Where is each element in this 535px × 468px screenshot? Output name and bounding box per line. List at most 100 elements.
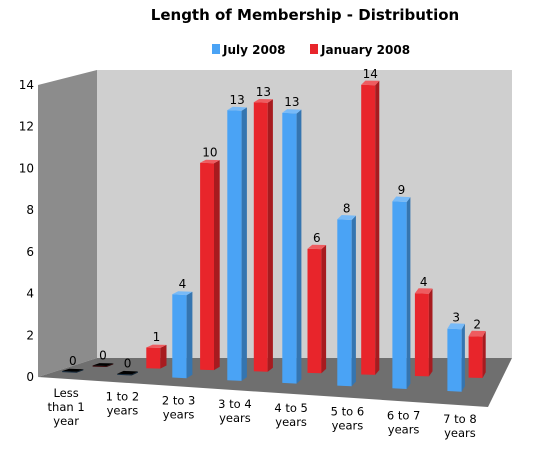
bar-top-face xyxy=(200,159,220,164)
x-axis-ticks: Less than 1 year 1 to 2 years 2 to 3 years 3 to… xyxy=(48,386,477,440)
y-tick-label: 8 xyxy=(26,203,34,217)
y-tick-label: 6 xyxy=(26,245,34,259)
bar-top-face xyxy=(468,330,486,337)
bar-top-face xyxy=(414,288,433,294)
data-label: 0 xyxy=(99,349,107,363)
data-label: 13 xyxy=(229,93,244,107)
data-label: 4 xyxy=(420,275,428,289)
y-axis-ticks: 0 2 4 6 8 10 12 14 xyxy=(19,78,34,384)
bar-top-face xyxy=(361,80,380,86)
data-label: 0 xyxy=(124,357,132,371)
bar-january-2008 xyxy=(361,80,380,375)
bar-top-face xyxy=(253,99,273,103)
bar-side-face xyxy=(106,363,114,367)
bar-front-face xyxy=(468,336,483,378)
data-label: 14 xyxy=(363,67,378,81)
bar-july-2008 xyxy=(282,109,302,384)
x-tick-label: 4 to 5 years xyxy=(274,401,308,429)
bar-side-face xyxy=(131,371,138,376)
data-label: 0 xyxy=(69,354,77,368)
data-label: 6 xyxy=(313,231,321,245)
bar-top-face xyxy=(282,109,302,114)
x-tick-label: 5 to 6 years xyxy=(331,405,365,433)
y-tick-label: 2 xyxy=(26,328,34,342)
bar-side-face xyxy=(428,288,433,377)
y-tick-label: 4 xyxy=(26,287,34,301)
bar-side-face xyxy=(160,344,167,369)
bar-january-2008 xyxy=(414,288,433,377)
back-wall xyxy=(97,70,512,358)
x-tick-label: 2 to 3 years xyxy=(162,393,196,421)
bar-side-face xyxy=(76,369,84,373)
x-tick-label: 3 to 4 years xyxy=(218,397,252,425)
bar-side-face xyxy=(406,197,411,389)
data-label: 10 xyxy=(202,146,217,160)
y-tick-label: 14 xyxy=(19,78,34,92)
y-tick-label: 12 xyxy=(19,120,34,134)
x-tick-label: 6 to 7 years xyxy=(387,408,421,436)
bar-side-face xyxy=(241,107,247,381)
bar-july-2008 xyxy=(117,370,138,376)
data-label: 13 xyxy=(256,85,271,99)
bar-front-face xyxy=(146,347,161,369)
bar-top-face xyxy=(172,291,193,296)
bar-front-face xyxy=(282,112,297,384)
bar-front-face xyxy=(337,219,352,387)
bar-front-face xyxy=(392,201,407,389)
bar-side-face xyxy=(321,245,327,374)
bar-july-2008 xyxy=(62,368,84,373)
bar-july-2008 xyxy=(447,323,465,392)
bar-top-face xyxy=(307,244,327,250)
bar-top-face xyxy=(337,215,356,220)
bar-front-face xyxy=(62,371,77,373)
bar-january-2008 xyxy=(146,344,167,369)
legend-swatch-series-0 xyxy=(212,44,220,54)
bar-side-face xyxy=(351,215,356,387)
bar-top-face xyxy=(62,368,84,372)
bar-side-face xyxy=(296,109,302,384)
y-tick-label: 10 xyxy=(19,161,34,175)
bar-side-face xyxy=(214,160,220,371)
chart-walls xyxy=(38,70,512,407)
bar-front-face xyxy=(117,373,132,376)
bar-front-face xyxy=(227,110,242,381)
data-label: 13 xyxy=(284,95,299,109)
data-label: 3 xyxy=(452,310,460,324)
y-tick-label: 0 xyxy=(26,370,34,384)
bar-january-2008 xyxy=(92,363,114,367)
bar-top-face xyxy=(92,363,114,366)
bar-front-face xyxy=(361,84,376,375)
bar-july-2008 xyxy=(337,215,356,387)
bar-top-face xyxy=(392,196,411,202)
bar-top-face xyxy=(117,370,138,375)
bar-july-2008 xyxy=(172,291,193,379)
bar-january-2008 xyxy=(468,330,486,378)
bar-side-face xyxy=(461,323,465,392)
bar-january-2008 xyxy=(200,159,220,371)
data-label: 4 xyxy=(179,277,187,291)
bar-side-face xyxy=(482,331,486,378)
bar-side-face xyxy=(186,291,193,379)
legend: July 2008 January 2008 xyxy=(212,43,410,57)
x-tick-label: 1 to 2 years xyxy=(106,390,140,418)
bar-january-2008 xyxy=(307,244,327,374)
data-label: 9 xyxy=(398,183,406,197)
data-label: 2 xyxy=(473,318,481,332)
legend-label-series-0: July 2008 xyxy=(222,43,286,57)
bar-front-face xyxy=(414,293,429,377)
bar-top-face xyxy=(447,323,465,330)
bar-top-face xyxy=(146,344,167,348)
data-label: 1 xyxy=(153,330,161,344)
bar-july-2008 xyxy=(392,196,411,389)
x-tick-label: Less than 1 year xyxy=(48,386,85,428)
bar-july-2008 xyxy=(227,106,247,381)
bar-side-face xyxy=(375,80,380,375)
bar-front-face xyxy=(447,328,462,392)
bar-front-face xyxy=(307,248,322,374)
side-wall xyxy=(38,70,97,377)
bar-top-face xyxy=(227,106,247,111)
legend-label-series-1: January 2008 xyxy=(320,43,410,57)
bar-side-face xyxy=(267,99,273,372)
